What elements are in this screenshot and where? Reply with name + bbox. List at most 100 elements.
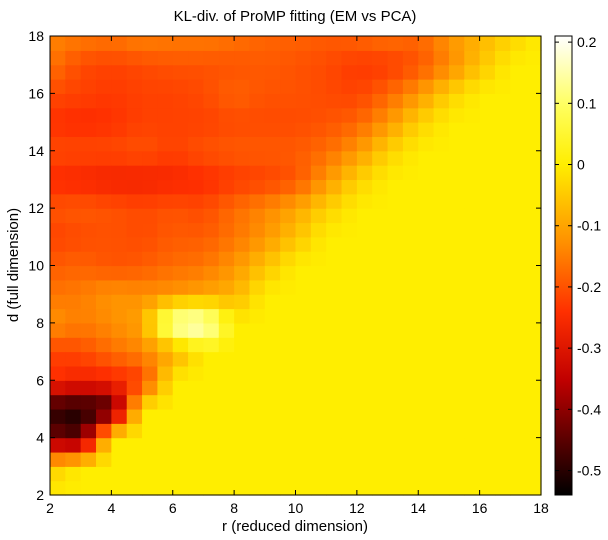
heatmap-cell bbox=[111, 408, 128, 424]
heatmap-cell bbox=[525, 79, 542, 94]
heatmap-cell bbox=[341, 451, 358, 467]
heatmap-cell bbox=[341, 179, 358, 195]
heatmap-cell bbox=[126, 351, 143, 367]
heatmap-cell bbox=[418, 251, 435, 267]
heatmap-cell bbox=[341, 79, 358, 94]
heatmap-cell bbox=[96, 279, 112, 295]
heatmap-cell bbox=[188, 308, 205, 324]
heatmap-cell bbox=[295, 365, 312, 381]
heatmap-cell bbox=[234, 150, 251, 166]
heatmap-cell bbox=[464, 351, 481, 367]
heatmap-cell bbox=[479, 208, 496, 224]
heatmap-cell bbox=[126, 150, 143, 166]
heatmap-cell bbox=[433, 408, 450, 424]
heatmap-cell bbox=[494, 165, 511, 181]
heatmap-cell bbox=[264, 437, 281, 453]
heatmap-cell bbox=[326, 165, 343, 181]
heatmap-cell bbox=[295, 337, 312, 353]
heatmap-cell bbox=[264, 480, 281, 496]
heatmap-cell bbox=[402, 294, 419, 310]
heatmap-cell bbox=[464, 136, 481, 152]
heatmap-cell bbox=[479, 408, 496, 424]
heatmap-cell bbox=[111, 36, 128, 51]
heatmap-cell bbox=[80, 107, 97, 123]
heatmap-cell bbox=[157, 351, 174, 367]
heatmap-cell bbox=[295, 294, 312, 310]
heatmap-cell bbox=[96, 437, 112, 453]
heatmap-cell bbox=[525, 122, 542, 137]
heatmap-cell bbox=[310, 294, 327, 310]
heatmap-cell bbox=[510, 337, 527, 353]
heatmap-cell bbox=[356, 193, 373, 209]
heatmap-cell bbox=[372, 236, 389, 252]
heatmap-cell bbox=[510, 64, 527, 80]
heatmap-cell bbox=[402, 107, 419, 123]
heatmap-cell bbox=[479, 294, 496, 310]
heatmap-cell bbox=[494, 50, 511, 66]
heatmap-cell bbox=[356, 408, 373, 424]
heatmap-cell bbox=[525, 322, 542, 338]
heatmap-cell bbox=[372, 122, 389, 137]
heatmap-cell bbox=[50, 294, 66, 310]
heatmap-cell bbox=[188, 165, 205, 181]
heatmap-cell bbox=[372, 423, 389, 439]
heatmap-cell bbox=[326, 36, 343, 51]
heatmap-cell bbox=[372, 79, 389, 94]
heatmap-cell bbox=[50, 451, 66, 467]
heatmap-cell bbox=[494, 380, 511, 396]
heatmap-cell bbox=[295, 79, 312, 94]
heatmap-cell bbox=[525, 36, 542, 51]
heatmap-cell bbox=[479, 64, 496, 80]
heatmap-cell bbox=[448, 150, 465, 166]
heatmap-cell bbox=[218, 122, 235, 137]
heatmap-cell bbox=[356, 222, 373, 238]
heatmap-cell bbox=[525, 408, 542, 424]
heatmap-cell bbox=[50, 122, 66, 137]
heatmap-cell bbox=[234, 107, 251, 123]
heatmap-cell bbox=[448, 322, 465, 338]
heatmap-cell bbox=[510, 351, 527, 367]
heatmap-cell bbox=[203, 36, 220, 51]
heatmap-cell bbox=[157, 64, 174, 80]
heatmap-cell bbox=[218, 408, 235, 424]
heatmap-cell bbox=[525, 236, 542, 252]
heatmap-cell bbox=[433, 179, 450, 195]
heatmap-cell bbox=[448, 50, 465, 66]
heatmap-cell bbox=[387, 93, 404, 109]
heatmap-cell bbox=[111, 193, 128, 209]
heatmap-cell bbox=[142, 294, 158, 310]
heatmap-cell bbox=[372, 337, 389, 353]
heatmap-cell bbox=[80, 365, 97, 381]
heatmap-cell bbox=[525, 193, 542, 209]
heatmap-cell bbox=[96, 79, 112, 94]
heatmap-cell bbox=[464, 64, 481, 80]
heatmap-cell bbox=[464, 193, 481, 209]
heatmap-cell bbox=[310, 480, 327, 496]
heatmap-cell bbox=[188, 136, 205, 152]
heatmap-cell bbox=[188, 365, 205, 381]
heatmap-cell bbox=[80, 136, 97, 152]
heatmap-cell bbox=[479, 365, 496, 381]
heatmap-cell bbox=[172, 322, 189, 338]
heatmap-cell bbox=[448, 36, 465, 51]
heatmap-cell bbox=[111, 365, 128, 381]
heatmap-cell bbox=[96, 322, 112, 338]
heatmap-cell bbox=[126, 222, 143, 238]
heatmap-cell bbox=[525, 308, 542, 324]
heatmap-cell bbox=[126, 36, 143, 51]
heatmap-cell bbox=[188, 480, 205, 496]
heatmap-cell bbox=[280, 394, 297, 410]
heatmap-cell bbox=[280, 64, 297, 80]
heatmap-cell bbox=[218, 150, 235, 166]
heatmap-cell bbox=[372, 466, 389, 482]
heatmap-cell bbox=[188, 294, 205, 310]
heatmap-cell bbox=[249, 165, 266, 181]
heatmap-cell bbox=[126, 480, 143, 496]
heatmap-cell bbox=[326, 308, 343, 324]
heatmap-cell bbox=[387, 236, 404, 252]
heatmap-cell bbox=[295, 466, 312, 482]
heatmap-cell bbox=[65, 122, 82, 137]
heatmap-cell bbox=[402, 279, 419, 295]
heatmap-cell bbox=[402, 251, 419, 267]
heatmap-cell bbox=[218, 93, 235, 109]
